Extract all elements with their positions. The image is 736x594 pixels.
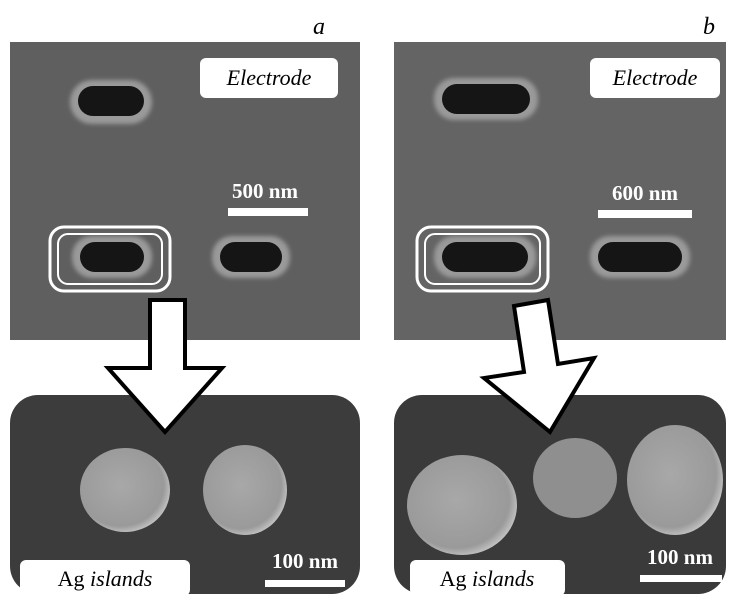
scale-label: 100 nm (272, 549, 338, 573)
electrode-label: Electrode (612, 65, 698, 90)
scale-bar (598, 210, 692, 218)
panel-a: a Electrode 500 nm Ag islands 100 nm (10, 14, 360, 594)
islands-label: Ag islands (440, 566, 535, 591)
scale-label: 100 nm (647, 545, 713, 569)
ag-island (203, 445, 287, 535)
label-part: Ag (440, 566, 467, 591)
ag-island (80, 448, 170, 532)
panel-b: b Electrode 600 nm Ag islands 100 nm (394, 14, 726, 594)
ag-island (627, 425, 723, 535)
islands-label: Ag islands (58, 566, 153, 591)
figure: a Electrode 500 nm Ag islands 100 nm b (0, 0, 736, 594)
scale-bar (265, 580, 345, 587)
panel-label: b (703, 14, 715, 40)
ag-island (533, 438, 617, 518)
scale-bar (228, 208, 308, 216)
scale-bar (640, 575, 722, 582)
panel-label: a (313, 14, 325, 40)
scale-label: 500 nm (232, 179, 298, 203)
label-part: islands (472, 566, 534, 591)
electrode-label: Electrode (226, 65, 312, 90)
label-part: Ag (58, 566, 85, 591)
ag-island (407, 455, 517, 555)
scale-label: 600 nm (612, 181, 678, 205)
label-part: islands (90, 566, 152, 591)
